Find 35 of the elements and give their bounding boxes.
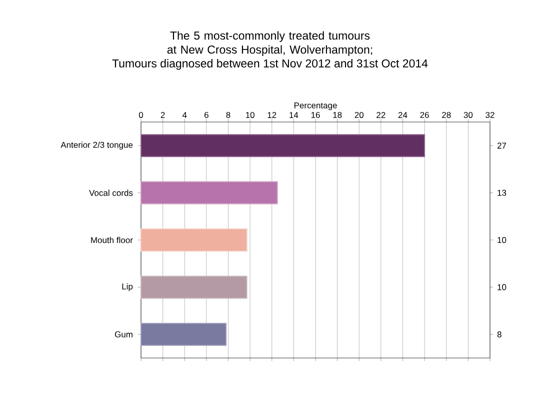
x-tick-label: 20 [354,112,364,118]
text: 10 [498,284,506,290]
chart-title: The 5 most-commonly treated tumours at New Cross Hospital, Wolverhampton; [167,31,372,56]
text: 27 [497,142,506,149]
y-tick-label: Anterior 2/3 tongue [60,142,133,150]
x-tick-label: 10 [246,112,254,118]
x-tick-label: 12 [268,112,276,118]
x-tick-label: 32 [486,112,494,118]
bar [140,181,278,204]
bar [140,134,426,158]
x-tick-label: 18 [333,112,342,118]
x-axis-title: Percentage [294,102,337,110]
x-tick-label: 4 [182,112,187,118]
x-tick-label: 22 [376,112,386,118]
y-tick-label: Mouth floor [91,236,133,244]
x-tick-label: 30 [464,112,473,118]
x-tick-label: 8 [226,112,230,118]
x-tick-label: 14 [290,112,298,118]
chart-subtitle: Tumours diagnosed between 1st Nov 2012 and 31st Oct 2014 [112,59,428,70]
y-tick-label: Gum [114,331,132,338]
bar [140,322,227,346]
x-tick-label: 16 [311,112,320,118]
text: 13 [498,190,506,196]
text: 10 [498,236,506,243]
x-tick-label: 24 [398,112,408,118]
x-tick-label: 6 [204,112,208,118]
x-tick-label: 26 [420,112,429,118]
x-tick-label: 0 [138,112,144,118]
x-tick-label: 28 [442,112,451,118]
y-tick-label: Vocal cords [89,190,133,196]
bar [140,276,248,299]
x-tick-label: 2 [160,112,165,118]
text: 8 [497,331,502,338]
y-tick-label: Lip [122,283,133,292]
bar [140,228,248,252]
